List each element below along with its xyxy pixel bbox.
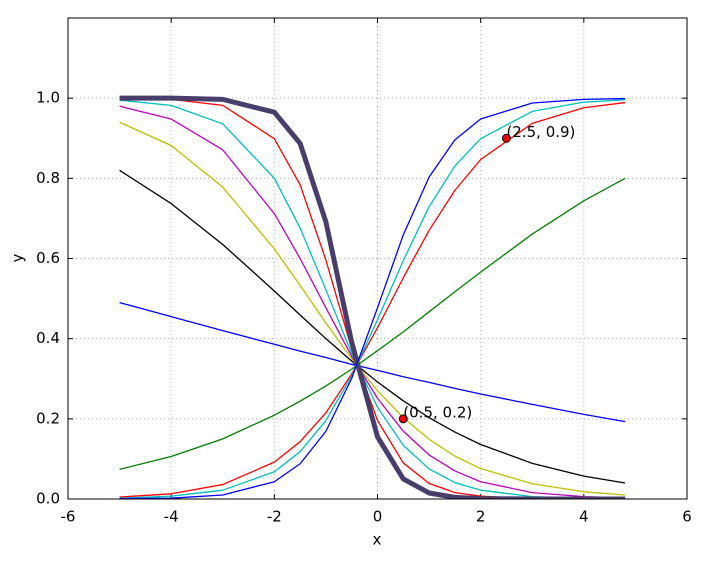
annotation-point — [501, 133, 511, 143]
x-tick-label: -4 — [164, 508, 179, 526]
y-tick-label: 0.6 — [36, 249, 60, 267]
series-line — [119, 169, 626, 484]
series-line — [119, 97, 626, 499]
x-tick-label: 0 — [373, 508, 383, 526]
y-axis-label: y — [9, 253, 27, 262]
series-line — [119, 301, 626, 423]
x-tick-label: 4 — [579, 508, 589, 526]
y-tick-label: 0.8 — [36, 169, 60, 187]
plot-frame — [67, 17, 688, 500]
series-line — [119, 101, 626, 498]
series-line — [119, 105, 626, 499]
plot-lines — [119, 95, 626, 499]
annotation-label: (2.5, 0.9) — [506, 123, 575, 141]
series-line — [119, 95, 626, 499]
y-tick-label: 0.2 — [36, 409, 60, 427]
x-tick-label: -6 — [61, 508, 76, 526]
x-axis-label: x — [373, 531, 382, 549]
annotation-label: (0.5, 0.2) — [403, 403, 472, 421]
series-line — [119, 97, 626, 499]
y-tick-label: 1.0 — [36, 89, 60, 107]
y-tick-label: 0.4 — [36, 329, 60, 347]
series-line — [119, 121, 626, 496]
y-tick-label: 0.0 — [36, 490, 60, 508]
series-line — [119, 177, 626, 470]
x-tick-label: 6 — [682, 508, 692, 526]
annotation-point — [398, 414, 408, 424]
x-tick-label: 2 — [476, 508, 486, 526]
series-line — [119, 99, 626, 499]
x-tick-label: -2 — [267, 508, 282, 526]
series-line — [119, 99, 626, 499]
